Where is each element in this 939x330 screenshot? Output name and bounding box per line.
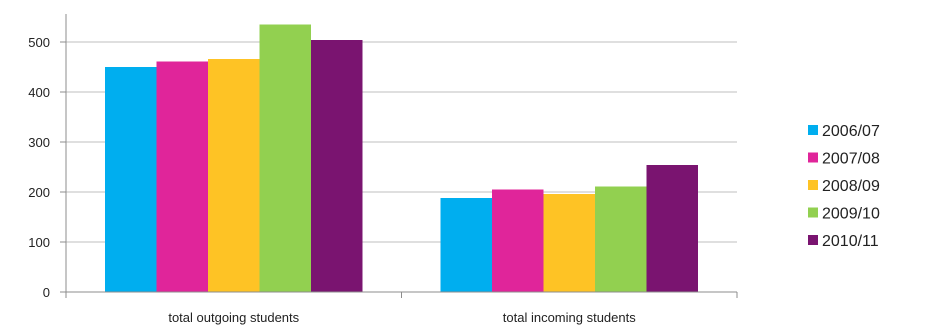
y-axis-ticks: 0 100 200 300 400 500 — [28, 35, 50, 300]
bar — [105, 67, 157, 292]
y-tick-label: 400 — [28, 85, 50, 100]
x-category-label: total incoming students — [503, 310, 636, 325]
y-tick-label: 100 — [28, 235, 50, 250]
y-tick-label: 300 — [28, 135, 50, 150]
bar — [311, 40, 363, 292]
legend-swatch — [808, 125, 818, 135]
x-axis-labels: total outgoing students total incoming st… — [168, 310, 636, 325]
bar — [259, 24, 311, 292]
y-tick-label: 0 — [43, 285, 50, 300]
legend-label: 2007/08 — [822, 151, 880, 168]
x-category-label: total outgoing students — [168, 310, 299, 325]
bar — [208, 59, 260, 292]
bars — [105, 24, 698, 292]
bar — [440, 198, 492, 292]
bar — [595, 186, 647, 292]
legend: 2006/07 2007/08 2008/09 2009/10 2010/11 — [808, 123, 880, 250]
legend-label: 2010/11 — [822, 233, 879, 250]
bar — [543, 194, 595, 292]
legend-label: 2009/10 — [822, 206, 880, 223]
bar — [156, 61, 208, 292]
bar — [492, 189, 544, 292]
y-tick-label: 200 — [28, 185, 50, 200]
y-tick-label: 500 — [28, 35, 50, 50]
legend-label: 2008/09 — [822, 178, 880, 195]
legend-swatch — [808, 207, 818, 218]
legend-label: 2006/07 — [822, 123, 880, 140]
legend-swatch — [808, 180, 818, 190]
bar — [646, 165, 698, 292]
axes — [60, 14, 738, 298]
legend-swatch — [808, 152, 818, 163]
legend-swatch — [808, 235, 818, 245]
